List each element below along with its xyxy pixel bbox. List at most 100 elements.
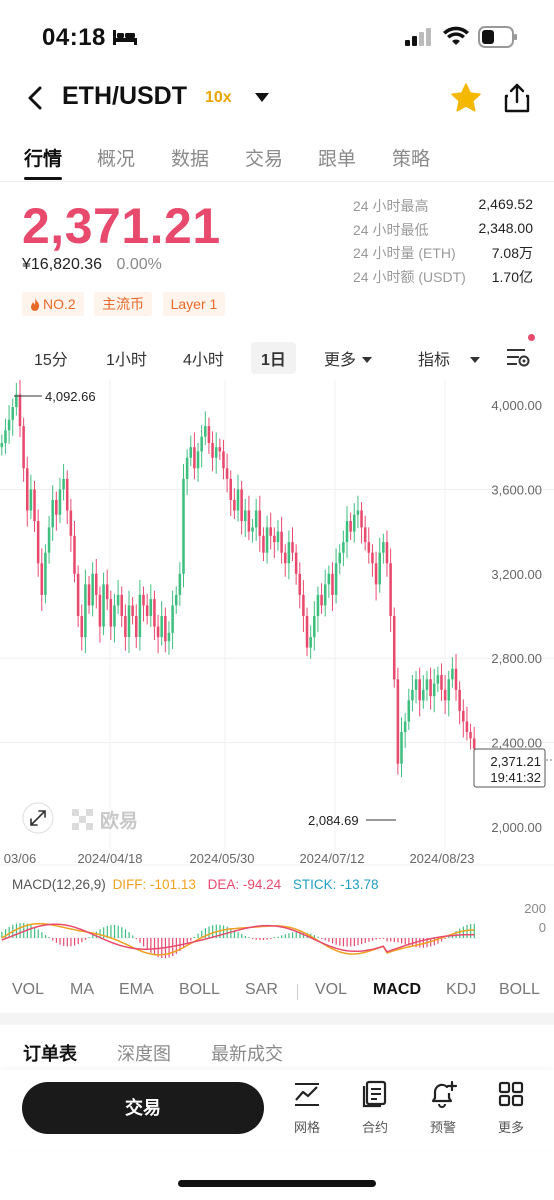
countdown-label: 19:41:32 (490, 770, 541, 785)
indicator-vol-main[interactable]: VOL (12, 981, 45, 998)
indicator-ema[interactable]: EMA (119, 981, 154, 998)
tab-latest-trades[interactable]: 最新成交 (211, 1044, 283, 1064)
candle-body (400, 732, 403, 764)
candle-body (164, 616, 167, 642)
indicator-menu[interactable]: 指标 (418, 346, 481, 370)
interval-more[interactable]: 更多 (324, 346, 373, 370)
macd-bar (150, 938, 152, 953)
macd-bar (84, 938, 87, 940)
home-indicator (178, 1180, 376, 1187)
category-tag[interactable]: 主流币 (94, 292, 153, 316)
tab-trade[interactable]: 交易 (245, 149, 284, 170)
y-tick-label: 3,200.00 (491, 567, 542, 582)
candle-body (331, 573, 334, 595)
tab-order-book[interactable]: 订单表 (23, 1044, 77, 1064)
candle-body (131, 605, 134, 616)
pair-dropdown-icon[interactable] (254, 92, 270, 104)
okx-logo-watermark (72, 809, 93, 830)
contract-button[interactable]: 合约 (350, 1080, 400, 1136)
candle-body (33, 489, 36, 522)
interval-1h[interactable]: 1小时 (106, 352, 147, 369)
rank-tag[interactable]: NO.2 (22, 292, 84, 316)
candle-body (316, 594, 320, 616)
kline-chart-svg[interactable]: 4,000.00 3,600.00 3,200.00 2,800.00 2,400.00… (0, 380, 554, 870)
candle-body (280, 531, 283, 553)
favorite-star-icon[interactable] (450, 82, 482, 114)
macd-bar (212, 925, 214, 938)
sleep-bed-icon (113, 30, 137, 45)
more-button[interactable]: 更多 (486, 1080, 536, 1136)
candle-body (142, 594, 145, 606)
macd-bar (48, 937, 50, 938)
y-tick-label: 3,600.00 (491, 482, 542, 497)
grid-trading-button[interactable]: 网格 (282, 1080, 332, 1136)
macd-bar (81, 938, 83, 943)
cny-line: ¥16,820.36 0.00% (22, 256, 221, 274)
tab-market[interactable]: 行情 (24, 149, 63, 170)
macd-bar (411, 938, 414, 947)
candle-body (382, 542, 385, 553)
candle-body (153, 599, 156, 627)
candle-body (396, 679, 400, 764)
macd-bar (99, 929, 101, 938)
last-price-box (473, 748, 546, 788)
alert-button[interactable]: 预警 (418, 1080, 468, 1136)
candle-body (218, 447, 222, 452)
layer-tag[interactable]: Layer 1 (162, 292, 226, 316)
macd-bar (106, 925, 108, 938)
macd-bar (259, 938, 261, 941)
candle-body (69, 510, 73, 536)
macd-bar (19, 922, 21, 938)
candle-body (160, 616, 163, 638)
macd-bar (226, 926, 228, 938)
candle-body (447, 679, 451, 701)
back-arrow-icon[interactable] (22, 84, 50, 112)
interval-15m[interactable]: 15分 (34, 352, 68, 369)
tab-copy-trading[interactable]: 跟单 (318, 149, 357, 170)
pair-title[interactable]: ETH/USDT (62, 82, 187, 110)
indicator-sar[interactable]: SAR (245, 981, 278, 998)
alert-label: 预警 (429, 1120, 456, 1135)
indicator-kdj[interactable]: KDJ (446, 981, 477, 998)
x-tick-label: 03/06 (4, 851, 37, 866)
interval-1d[interactable]: 1日 (251, 342, 296, 374)
indicator-vol-sub[interactable]: VOL (315, 981, 348, 998)
macd-axis-zero: 0 (539, 920, 546, 935)
macd-bar (30, 925, 32, 938)
share-icon[interactable] (503, 82, 531, 114)
trade-button[interactable]: 交易 (22, 1082, 264, 1134)
macd-bar (193, 937, 196, 938)
candle-body (462, 710, 465, 722)
macd-bar (357, 938, 359, 946)
tab-data[interactable]: 数据 (171, 149, 210, 170)
indicator-separator (297, 984, 298, 1000)
candle-body (145, 605, 149, 616)
interval-4h[interactable]: 4小时 (183, 352, 224, 369)
macd-bar (88, 937, 90, 938)
indicator-boll-sub[interactable]: BOLL (499, 981, 540, 998)
y-axis-labels: 4,000.00 3,600.00 3,200.00 2,800.00 2,400.00… (491, 398, 542, 835)
macd-bar (404, 938, 406, 945)
kline-chart[interactable]: 4,000.00 3,600.00 3,200.00 2,800.00 2,400.00… (0, 380, 554, 870)
tab-strategy[interactable]: 策略 (392, 149, 431, 170)
candle-body (4, 430, 7, 443)
candle-body (62, 478, 65, 490)
macd-bar (95, 931, 97, 938)
candle-body (124, 616, 127, 638)
indicator-ma[interactable]: MA (70, 981, 94, 998)
indicator-boll-main[interactable]: BOLL (179, 981, 220, 998)
chart-settings-icon[interactable] (506, 346, 530, 368)
stat-row: 24 小时额 (USDT) 1.70亿 (353, 267, 533, 291)
macd-bar (66, 938, 68, 947)
candle-body (58, 489, 62, 515)
tab-overview[interactable]: 概况 (97, 149, 136, 170)
expand-chart-icon[interactable] (22, 802, 54, 834)
macd-params: MACD(12,26,9) (12, 877, 106, 892)
candle-body (294, 552, 298, 574)
macd-bar (473, 923, 475, 938)
tab-depth-chart[interactable]: 深度图 (117, 1044, 171, 1064)
candle-body (109, 599, 113, 627)
notification-dot (528, 334, 535, 341)
indicator-macd[interactable]: MACD (373, 981, 421, 998)
candle-body (207, 426, 211, 443)
